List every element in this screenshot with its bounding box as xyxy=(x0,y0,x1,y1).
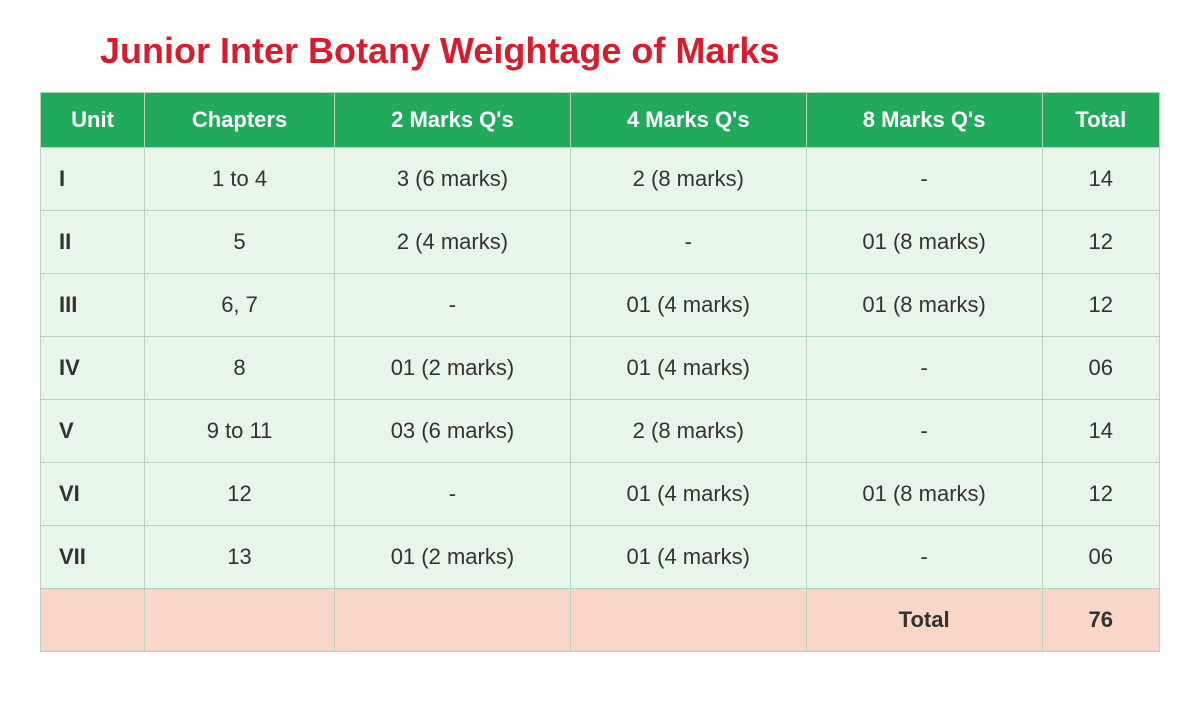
cell-chapters: 13 xyxy=(145,526,335,589)
cell-q4: 01 (4 marks) xyxy=(570,526,806,589)
footer-empty xyxy=(570,589,806,652)
footer-empty xyxy=(41,589,145,652)
cell-q8: - xyxy=(806,526,1042,589)
table-header-row: Unit Chapters 2 Marks Q's 4 Marks Q's 8 … xyxy=(41,93,1160,148)
cell-q2: 01 (2 marks) xyxy=(335,526,571,589)
cell-q4: - xyxy=(570,211,806,274)
cell-chapters: 9 to 11 xyxy=(145,400,335,463)
cell-unit: IV xyxy=(41,337,145,400)
cell-chapters: 8 xyxy=(145,337,335,400)
col-chapters: Chapters xyxy=(145,93,335,148)
col-2marks: 2 Marks Q's xyxy=(335,93,571,148)
cell-chapters: 1 to 4 xyxy=(145,148,335,211)
cell-total: 06 xyxy=(1042,526,1159,589)
cell-q4: 2 (8 marks) xyxy=(570,148,806,211)
cell-q8: 01 (8 marks) xyxy=(806,274,1042,337)
cell-q8: 01 (8 marks) xyxy=(806,211,1042,274)
cell-unit: II xyxy=(41,211,145,274)
cell-q8: - xyxy=(806,400,1042,463)
page-title: Junior Inter Botany Weightage of Marks xyxy=(100,30,1160,72)
cell-unit: III xyxy=(41,274,145,337)
cell-q4: 01 (4 marks) xyxy=(570,337,806,400)
cell-unit: VII xyxy=(41,526,145,589)
cell-q8: 01 (8 marks) xyxy=(806,463,1042,526)
col-unit: Unit xyxy=(41,93,145,148)
footer-empty xyxy=(335,589,571,652)
table-body: I 1 to 4 3 (6 marks) 2 (8 marks) - 14 II… xyxy=(41,148,1160,652)
cell-unit: I xyxy=(41,148,145,211)
cell-q2: 2 (4 marks) xyxy=(335,211,571,274)
table-footer-row: Total 76 xyxy=(41,589,1160,652)
cell-q2: 03 (6 marks) xyxy=(335,400,571,463)
table-row: IV 8 01 (2 marks) 01 (4 marks) - 06 xyxy=(41,337,1160,400)
footer-empty xyxy=(145,589,335,652)
cell-total: 12 xyxy=(1042,463,1159,526)
cell-total: 14 xyxy=(1042,400,1159,463)
cell-q8: - xyxy=(806,337,1042,400)
cell-q2: - xyxy=(335,274,571,337)
cell-chapters: 12 xyxy=(145,463,335,526)
cell-total: 06 xyxy=(1042,337,1159,400)
col-8marks: 8 Marks Q's xyxy=(806,93,1042,148)
col-4marks: 4 Marks Q's xyxy=(570,93,806,148)
cell-unit: V xyxy=(41,400,145,463)
cell-q8: - xyxy=(806,148,1042,211)
table-row: I 1 to 4 3 (6 marks) 2 (8 marks) - 14 xyxy=(41,148,1160,211)
cell-q4: 01 (4 marks) xyxy=(570,274,806,337)
cell-q2: 3 (6 marks) xyxy=(335,148,571,211)
cell-total: 12 xyxy=(1042,211,1159,274)
cell-total: 12 xyxy=(1042,274,1159,337)
table-row: III 6, 7 - 01 (4 marks) 01 (8 marks) 12 xyxy=(41,274,1160,337)
cell-chapters: 6, 7 xyxy=(145,274,335,337)
cell-q2: - xyxy=(335,463,571,526)
col-total: Total xyxy=(1042,93,1159,148)
cell-unit: VI xyxy=(41,463,145,526)
table-row: II 5 2 (4 marks) - 01 (8 marks) 12 xyxy=(41,211,1160,274)
table-row: VI 12 - 01 (4 marks) 01 (8 marks) 12 xyxy=(41,463,1160,526)
cell-q4: 01 (4 marks) xyxy=(570,463,806,526)
cell-q2: 01 (2 marks) xyxy=(335,337,571,400)
footer-total-label: Total xyxy=(806,589,1042,652)
footer-total-value: 76 xyxy=(1042,589,1159,652)
cell-q4: 2 (8 marks) xyxy=(570,400,806,463)
cell-chapters: 5 xyxy=(145,211,335,274)
table-row: VII 13 01 (2 marks) 01 (4 marks) - 06 xyxy=(41,526,1160,589)
cell-total: 14 xyxy=(1042,148,1159,211)
table-row: V 9 to 11 03 (6 marks) 2 (8 marks) - 14 xyxy=(41,400,1160,463)
weightage-table: Unit Chapters 2 Marks Q's 4 Marks Q's 8 … xyxy=(40,92,1160,652)
